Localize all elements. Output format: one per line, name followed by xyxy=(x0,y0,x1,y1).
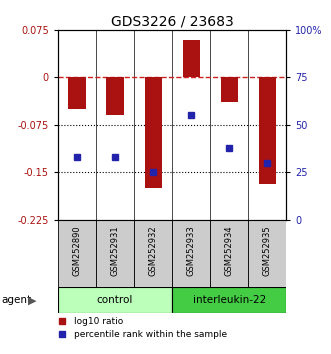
Bar xyxy=(58,220,96,287)
Bar xyxy=(134,220,172,287)
Bar xyxy=(210,220,248,287)
Bar xyxy=(69,78,85,109)
Bar xyxy=(145,78,162,188)
Text: log10 ratio: log10 ratio xyxy=(74,316,123,326)
Bar xyxy=(96,220,134,287)
Bar xyxy=(172,220,210,287)
Bar xyxy=(221,78,238,102)
Title: GDS3226 / 23683: GDS3226 / 23683 xyxy=(111,15,233,29)
Text: GSM252934: GSM252934 xyxy=(225,225,234,276)
Bar xyxy=(107,78,123,115)
Text: GSM252935: GSM252935 xyxy=(263,225,272,276)
Bar xyxy=(259,78,276,184)
Text: GSM252932: GSM252932 xyxy=(149,225,158,276)
Bar xyxy=(172,287,286,313)
Text: GSM252933: GSM252933 xyxy=(187,225,196,276)
Text: interleukin-22: interleukin-22 xyxy=(193,295,266,305)
Bar xyxy=(183,40,200,78)
Text: GSM252890: GSM252890 xyxy=(72,225,81,276)
Text: percentile rank within the sample: percentile rank within the sample xyxy=(74,330,227,339)
Text: GSM252931: GSM252931 xyxy=(111,225,119,276)
Bar xyxy=(58,287,172,313)
Text: ▶: ▶ xyxy=(27,295,36,305)
Text: control: control xyxy=(97,295,133,305)
Bar xyxy=(248,220,286,287)
Text: agent: agent xyxy=(2,295,32,305)
